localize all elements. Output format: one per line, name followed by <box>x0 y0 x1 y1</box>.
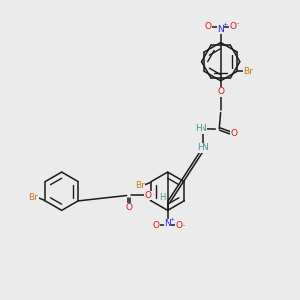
Text: O: O <box>152 220 159 230</box>
Text: O: O <box>230 129 237 138</box>
Text: Br: Br <box>28 193 38 202</box>
Text: O: O <box>230 22 236 32</box>
Text: N: N <box>201 143 208 152</box>
Text: N: N <box>217 25 224 34</box>
Text: N: N <box>200 124 206 133</box>
Text: +: + <box>169 217 175 222</box>
Text: +: + <box>223 22 228 27</box>
Text: H: H <box>197 143 204 152</box>
Text: O: O <box>205 22 212 32</box>
Text: Br: Br <box>135 181 145 190</box>
Text: N: N <box>164 219 171 228</box>
Text: H: H <box>196 124 202 133</box>
Text: H: H <box>159 193 166 202</box>
Text: Br: Br <box>244 67 254 76</box>
Text: O: O <box>145 191 152 200</box>
Text: ⁻: ⁻ <box>182 224 186 230</box>
Text: O: O <box>125 203 133 212</box>
Text: ⁻: ⁻ <box>236 22 239 28</box>
Text: O: O <box>176 220 183 230</box>
Text: O: O <box>217 88 224 97</box>
